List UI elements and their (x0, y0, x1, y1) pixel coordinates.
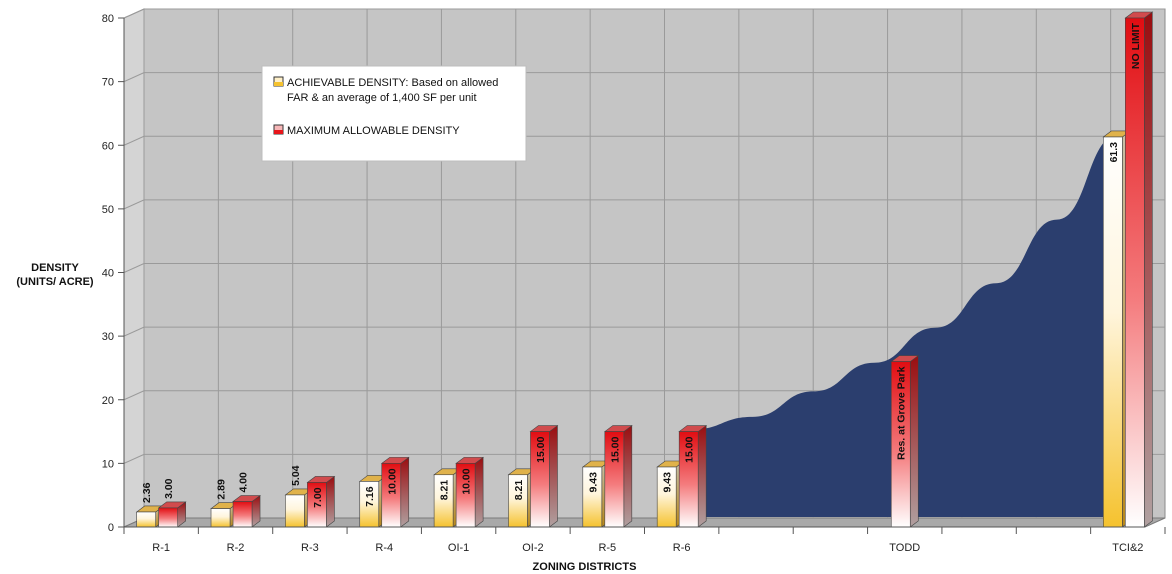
legend-entry-1: MAXIMUM ALLOWABLE DENSITY (287, 125, 460, 137)
grid-line-depth (123, 453, 145, 464)
achievable-data-label-2: 5.04 (290, 465, 302, 486)
y-tick-label: 50 (102, 204, 114, 216)
maximum-data-label-13: NO LIMIT (1130, 22, 1142, 69)
grid-line-depth (123, 135, 145, 146)
maximum-data-label-0: 3.00 (163, 478, 175, 499)
legend-entry-0: ACHIEVABLE DENSITY: Based on allowed (287, 77, 498, 89)
y-axis-title: (UNITS/ ACRE) (16, 276, 94, 288)
grid-line-depth (123, 326, 145, 337)
x-tick-label: R-2 (227, 542, 245, 554)
y-tick-label: 80 (102, 13, 114, 25)
achievable-bar-1 (210, 508, 231, 528)
achievable-data-label-0: 2.36 (141, 482, 153, 503)
maximum-data-label-5: 15.00 (535, 436, 547, 462)
maximum-bar-13 (1125, 17, 1145, 528)
x-tick-label: R-6 (673, 542, 691, 554)
y-axis-title: DENSITY (31, 262, 79, 274)
maximum-bar-1 (232, 501, 253, 528)
maximum-bar-side-6 (623, 424, 633, 528)
legend-entry-0: FAR & an average of 1,400 SF per unit (287, 92, 477, 104)
achievable-bar-0 (136, 511, 156, 528)
density-trend-area (691, 134, 1118, 517)
maximum-bar-side-5 (549, 424, 558, 528)
maximum-bar-side-10 (909, 354, 919, 528)
x-axis-title: ZONING DISTRICTS (533, 561, 637, 573)
x-tick-label: OI-1 (448, 542, 469, 554)
legend-box (261, 65, 527, 162)
floor (123, 517, 1166, 528)
achievable-data-label-5: 8.21 (513, 480, 525, 501)
maximum-bar-0 (158, 507, 178, 528)
maximum-bar-side-7 (697, 424, 707, 528)
x-tick-label: TCI&2 (1112, 542, 1143, 554)
achievable-bar-2 (285, 494, 305, 528)
y-tick-label: 0 (108, 522, 114, 534)
grid-line-depth (123, 263, 145, 273)
maximum-bar-side-2 (326, 475, 335, 528)
x-tick-label: OI-2 (522, 542, 543, 554)
maximum-data-label-10: Res. at Grove Park (896, 366, 908, 460)
x-tick-label: R-3 (301, 542, 319, 554)
legend-swatch-fill-0 (274, 82, 283, 86)
x-tick-label: TODD (889, 542, 920, 554)
y-tick-label: 10 (102, 458, 114, 470)
maximum-data-label-6: 15.00 (609, 436, 621, 462)
maximum-bar-side-13 (1144, 11, 1153, 528)
grid-line-depth (123, 390, 145, 401)
maximum-data-label-1: 4.00 (238, 472, 250, 493)
maximum-data-label-7: 15.00 (684, 436, 696, 462)
achievable-data-label-4: 8.21 (439, 480, 451, 501)
x-tick-label: R-5 (598, 542, 616, 554)
achievable-data-label-3: 7.16 (364, 486, 376, 507)
maximum-data-label-4: 10.00 (461, 468, 473, 494)
grid-line-depth (123, 8, 145, 19)
x-tick-label: R-4 (375, 542, 393, 554)
achievable-data-label-6: 9.43 (587, 472, 599, 493)
maximum-data-label-3: 10.00 (386, 468, 398, 494)
legend-swatch-fill-1 (274, 130, 283, 134)
achievable-data-label-7: 9.43 (662, 472, 674, 493)
y-tick-label: 60 (102, 140, 114, 152)
maximum-bar-side-4 (474, 456, 484, 528)
y-tick-label: 40 (102, 268, 114, 280)
x-tick-label: R-1 (152, 542, 170, 554)
achievable-data-label-13: 61.3 (1108, 142, 1120, 163)
y-tick-label: 20 (102, 395, 114, 407)
maximum-data-label-2: 7.00 (312, 487, 324, 508)
y-tick-label: 70 (102, 77, 114, 89)
grid-line-depth (123, 199, 145, 210)
y-tick-label: 30 (102, 331, 114, 343)
achievable-data-label-1: 2.89 (216, 479, 228, 500)
achievable-bar-13 (1103, 136, 1123, 528)
maximum-bar-side-3 (400, 456, 410, 528)
grid-line-depth (123, 72, 145, 83)
